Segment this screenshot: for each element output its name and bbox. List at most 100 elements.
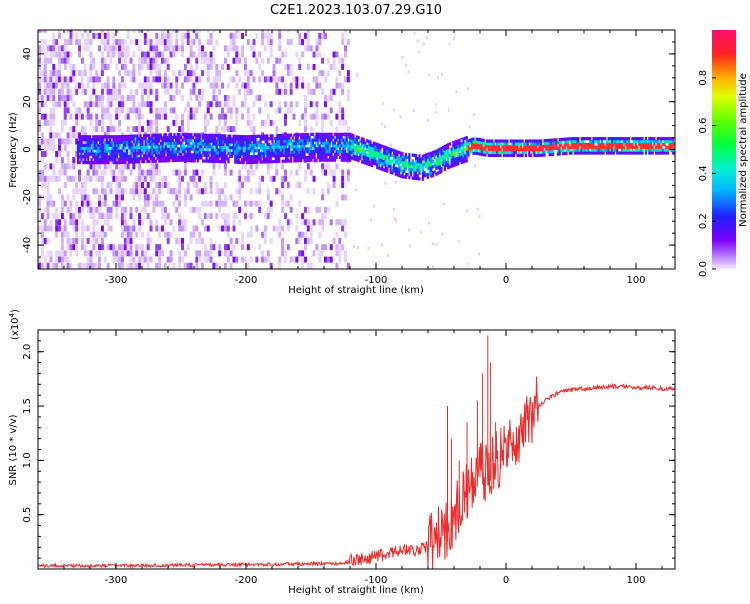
spectrogram-signal-cell <box>254 149 257 153</box>
spectrogram-signal-cell <box>516 153 519 158</box>
spectrogram-noise-cell <box>321 70 325 77</box>
spectrogram-noise-cell <box>58 95 62 102</box>
spectrogram-signal-cell <box>338 144 342 148</box>
spectrogram-noise-cell <box>115 113 119 120</box>
spectrogram-signal-cell <box>254 160 257 164</box>
spectrogram-signal-cell <box>580 142 583 147</box>
spectrogram-signal-cell <box>87 152 90 156</box>
spectrogram-signal-cell <box>563 143 566 147</box>
spectrogram-signal-cell <box>100 158 103 162</box>
spectrogram-signal-cell <box>660 148 663 152</box>
spectrogram-signal-cell <box>291 142 294 146</box>
spectrogram-signal-cell <box>470 149 473 153</box>
spectrogram-signal-cell <box>137 157 141 161</box>
spectrogram-signal-cell <box>222 151 225 155</box>
spectrogram-noise-cell <box>49 82 53 89</box>
spectrogram-signal-cell <box>173 133 176 137</box>
spectrogram-noise-cell <box>326 95 330 102</box>
spectrogram-signal-cell <box>266 145 269 150</box>
spectrogram-noise-cell <box>155 194 159 201</box>
spectrogram-noise-cell <box>181 95 184 102</box>
spectrogram-noise-cell <box>226 256 230 263</box>
spectrogram-signal-cell <box>663 142 666 147</box>
spectrogram-noise-cell <box>92 88 96 95</box>
spectrogram-signal-cell <box>171 150 174 154</box>
spectrogram-signal-cell <box>141 157 144 161</box>
spectrogram-signal-cell <box>521 153 524 158</box>
spectrogram-signal-cell <box>100 155 103 159</box>
spectrogram-noise-cell <box>387 254 390 258</box>
spectrogram-noise-cell <box>49 250 53 257</box>
spectrogram-signal-cell <box>225 157 228 161</box>
spectrogram-signal-cell <box>178 152 181 157</box>
spectrogram-signal-cell <box>673 148 675 152</box>
spectrogram-noise-cell <box>63 169 67 176</box>
spectrogram-noise-cell <box>201 95 205 102</box>
spectrogram-noise-cell <box>195 95 199 102</box>
spectrogram-noise-cell <box>218 200 222 207</box>
spectrogram-noise-cell <box>40 182 44 189</box>
spectrogram-noise-cell <box>335 250 339 257</box>
spectrogram-signal-cell <box>176 141 179 145</box>
spectrogram-signal-cell <box>262 146 266 150</box>
spectrogram-signal-cell <box>496 148 499 152</box>
spectrogram-signal-cell <box>528 153 531 158</box>
spectrogram-noise-cell <box>118 51 122 58</box>
spectrogram-noise-cell <box>286 225 290 232</box>
spectrogram-signal-cell <box>600 145 604 149</box>
spectrogram-signal-cell <box>651 148 654 152</box>
spectrogram-signal-cell <box>100 138 103 142</box>
spectrogram-signal-cell <box>237 146 240 150</box>
spectrogram-signal-cell <box>474 140 477 144</box>
spectrogram-noise-cell <box>129 57 133 64</box>
spectrogram-noise-cell <box>266 206 270 213</box>
spectrogram-signal-cell <box>164 159 168 163</box>
spectrogram-signal-cell <box>208 139 212 143</box>
spectrogram-signal-cell <box>418 157 421 161</box>
spectrogram-signal-cell <box>264 137 267 141</box>
spectrogram-signal-cell <box>190 144 193 148</box>
spectrogram-signal-cell <box>403 166 406 171</box>
spectrogram-noise-cell <box>115 157 119 164</box>
spectrogram-signal-cell <box>274 145 277 149</box>
spectrogram-signal-cell <box>320 158 323 162</box>
spectrogram-signal-cell <box>665 139 668 144</box>
spectrogram-noise-cell <box>226 250 230 257</box>
spectrogram-signal-cell <box>379 161 382 165</box>
spectrogram-signal-cell <box>264 140 267 144</box>
spectrogram-signal-cell <box>430 165 433 170</box>
spectrogram-signal-cell <box>301 153 304 157</box>
spectrogram-signal-cell <box>200 153 203 157</box>
spectrogram-signal-cell <box>153 156 156 160</box>
spectrogram-signal-cell <box>193 141 196 146</box>
spectrogram-signal-cell <box>278 154 281 158</box>
spectrogram-signal-cell <box>195 147 198 151</box>
spectrogram-signal-cell <box>181 138 184 142</box>
spectrogram-noise-cell <box>43 225 47 232</box>
spectrogram-noise-cell <box>40 237 44 244</box>
spectrogram-noise-cell <box>146 63 150 70</box>
spectrogram-noise-cell <box>235 119 239 126</box>
spectrogram-noise-cell <box>83 225 87 232</box>
spectrogram-signal-cell <box>457 153 460 157</box>
spectrogram-signal-cell <box>338 132 342 136</box>
spectrogram-noise-cell <box>356 72 359 76</box>
spectrogram-signal-cell <box>570 145 573 149</box>
spectrogram-noise-cell <box>189 95 193 102</box>
snr-x-label: Height of straight line (km) <box>288 585 424 596</box>
spectrogram-noise-cell <box>201 200 205 207</box>
spectrogram-noise-cell <box>138 63 142 70</box>
spectrogram-noise-cell <box>215 188 219 195</box>
spectrogram-signal-cell <box>558 137 561 142</box>
spectrogram-signal-cell <box>213 156 217 161</box>
spectrogram-signal-cell <box>229 137 232 141</box>
colorbar: 0.00.20.40.60.8 Normalized spectral ampl… <box>698 30 749 277</box>
spectrogram-signal-cell <box>131 160 134 164</box>
spectrogram-noise-cell <box>143 51 147 58</box>
spectrogram-noise-cell <box>100 126 104 133</box>
spectrogram-noise-cell <box>206 250 210 257</box>
spectrogram-signal-cell <box>401 175 404 179</box>
spectrogram-noise-cell <box>206 57 210 64</box>
spectrogram-noise-cell <box>98 45 102 52</box>
spectrogram-signal-cell <box>234 149 237 153</box>
